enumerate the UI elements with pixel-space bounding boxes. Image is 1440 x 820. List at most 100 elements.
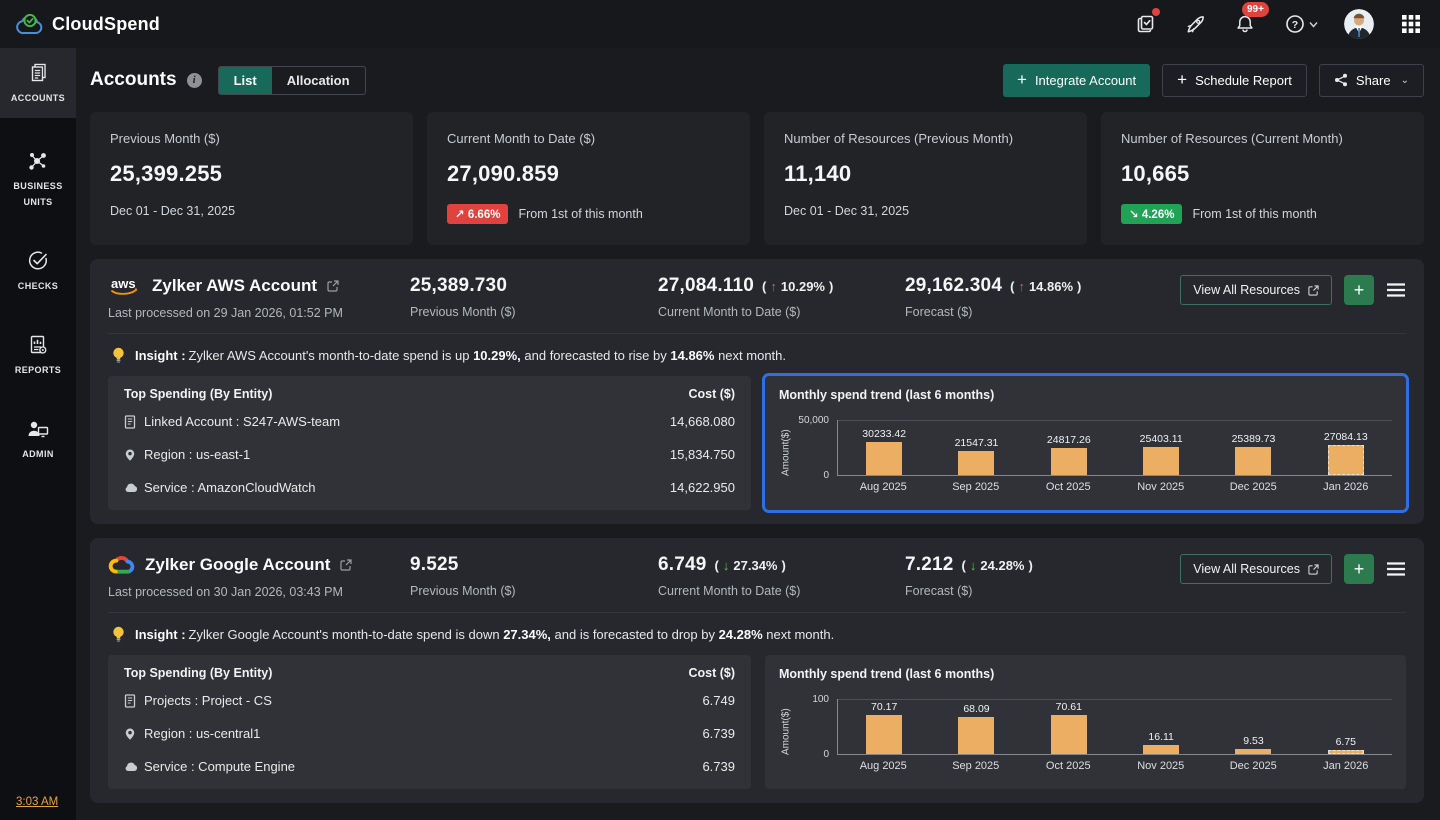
bar-column[interactable]: 24817.26 bbox=[1023, 420, 1115, 475]
panel-menu-icon[interactable] bbox=[1386, 561, 1406, 577]
y-tick-min: 0 bbox=[823, 470, 829, 481]
bar-column[interactable]: 25403.11 bbox=[1115, 420, 1207, 475]
bar-column[interactable]: 70.61 bbox=[1023, 699, 1115, 754]
sidebar-item-accounts[interactable]: ACCOUNTS bbox=[0, 48, 76, 119]
account-name-link[interactable]: Zylker Google Account bbox=[145, 555, 331, 574]
cost-column-header: Cost ($) bbox=[688, 387, 735, 401]
tab-list[interactable]: List bbox=[218, 66, 272, 94]
metric-value: 9.525 bbox=[410, 554, 459, 575]
panel-menu-icon[interactable] bbox=[1386, 282, 1406, 298]
schedule-report-button[interactable]: + Schedule Report bbox=[1162, 63, 1307, 97]
add-budget-button[interactable]: + bbox=[1344, 275, 1374, 305]
bar[interactable] bbox=[958, 451, 995, 475]
metric-previous-month: 9.525 Previous Month ($) bbox=[410, 554, 658, 598]
x-axis-label: Sep 2025 bbox=[952, 760, 1000, 772]
view-all-label: View All Resources bbox=[1193, 283, 1300, 297]
view-all-resources-button[interactable]: View All Resources bbox=[1180, 554, 1332, 584]
metric-delta: (↓ 27.34%) bbox=[715, 558, 786, 573]
metric-value: 27,084.110 bbox=[658, 275, 755, 296]
brand[interactable]: CloudSpend bbox=[16, 12, 160, 36]
delta-percent: 24.28% bbox=[980, 558, 1025, 573]
bar[interactable] bbox=[1327, 750, 1364, 754]
tab-allocation[interactable]: Allocation bbox=[286, 72, 350, 88]
external-link-icon[interactable] bbox=[340, 559, 353, 571]
metric-value: 7.212 bbox=[905, 554, 954, 575]
info-icon[interactable]: i bbox=[186, 72, 202, 88]
sidebar-item-reports[interactable]: REPORTS bbox=[0, 320, 76, 390]
y-tick-max: 50,000 bbox=[798, 415, 829, 426]
x-axis-label: Jan 2026 bbox=[1323, 481, 1369, 493]
insight-row: Insight : Zylker AWS Account's month-to-d… bbox=[108, 347, 1406, 364]
insight-segment: Zylker AWS Account's month-to-date spend… bbox=[188, 348, 474, 363]
chart-plot: 30233.42 21547.31 24817.26 25403.11 25389.73… bbox=[837, 420, 1392, 476]
entity-label[interactable]: Service : AmazonCloudWatch bbox=[144, 480, 316, 495]
share-button[interactable]: Share ⌄ bbox=[1318, 63, 1424, 97]
bar[interactable] bbox=[1235, 748, 1272, 754]
account-name-link[interactable]: Zylker AWS Account bbox=[152, 276, 317, 295]
add-budget-button[interactable]: + bbox=[1344, 554, 1374, 584]
card-value: 11,140 bbox=[784, 161, 852, 186]
entity-label[interactable]: Service : Compute Engine bbox=[144, 759, 296, 774]
entity-label[interactable]: Region : us-central1 bbox=[144, 726, 261, 741]
monthly-spend-chart[interactable]: Monthly spend trend (last 6 months) Amou… bbox=[765, 655, 1406, 789]
bar[interactable] bbox=[1143, 745, 1180, 754]
bar[interactable] bbox=[866, 441, 903, 475]
bar-column[interactable]: 70.17 bbox=[838, 699, 930, 754]
integrate-account-label: Integrate Account bbox=[1034, 72, 1137, 88]
integrate-account-button[interactable]: + Integrate Account bbox=[1003, 63, 1151, 97]
paren-open: ( bbox=[1010, 279, 1015, 294]
insight-label: Insight : bbox=[135, 627, 186, 642]
paren-open: ( bbox=[714, 558, 719, 573]
notifications-bell-icon[interactable]: 99+ bbox=[1232, 2, 1269, 37]
x-axis-label: Dec 2025 bbox=[1229, 481, 1277, 493]
plus-icon: + bbox=[1017, 70, 1027, 89]
schedule-report-label: Schedule Report bbox=[1195, 72, 1292, 88]
top-spending-table: Top Spending (By Entity) Cost ($) Linked… bbox=[108, 376, 751, 510]
card-note: From 1st of this month bbox=[518, 207, 643, 221]
entity-cost: 15,834.750 bbox=[669, 447, 735, 462]
bar-column[interactable]: 21547.31 bbox=[930, 420, 1022, 475]
view-all-resources-button[interactable]: View All Resources bbox=[1180, 275, 1332, 305]
last-processed: Last processed on 30 Jan 2026, 03:43 PM bbox=[108, 585, 343, 599]
y-tick-max: 100 bbox=[812, 694, 829, 705]
sidebar-item-business-units[interactable]: BUSINESS UNITS bbox=[0, 136, 76, 222]
bar[interactable] bbox=[1050, 447, 1087, 475]
entity-label[interactable]: Linked Account : S247-AWS-team bbox=[144, 414, 341, 429]
metric-label: Forecast ($) bbox=[905, 305, 973, 319]
insight-bold-value: 24.28% bbox=[718, 627, 763, 642]
bar[interactable] bbox=[1143, 447, 1180, 475]
lightbulb-icon bbox=[113, 347, 124, 363]
entity-label[interactable]: Region : us-east-1 bbox=[144, 447, 251, 462]
rocket-icon[interactable] bbox=[1182, 11, 1208, 37]
app-grid-icon[interactable] bbox=[1398, 11, 1424, 37]
x-axis-label: Nov 2025 bbox=[1137, 760, 1185, 772]
bar[interactable] bbox=[866, 715, 903, 754]
bar-column[interactable]: 25389.73 bbox=[1207, 420, 1299, 475]
sidebar-item-checks[interactable]: CHECKS bbox=[0, 236, 76, 306]
bar-column[interactable]: 27084.13 bbox=[1300, 420, 1392, 475]
share-label: Share bbox=[1355, 72, 1391, 88]
bar-column[interactable]: 30233.42 bbox=[838, 420, 930, 475]
arrow-down-icon: ↓ bbox=[969, 558, 977, 573]
entity-label[interactable]: Projects : Project - CS bbox=[144, 693, 272, 708]
external-link-icon[interactable] bbox=[327, 280, 339, 292]
bar-column[interactable]: 68.09 bbox=[930, 699, 1022, 754]
bar[interactable] bbox=[1050, 715, 1087, 754]
chevron-down-icon bbox=[1308, 21, 1318, 28]
tasks-icon[interactable] bbox=[1132, 8, 1160, 37]
user-avatar[interactable] bbox=[1344, 9, 1374, 39]
help-menu[interactable]: ? bbox=[1282, 11, 1320, 37]
card-note: From 1st of this month bbox=[1192, 207, 1317, 221]
monthly-spend-chart[interactable]: Monthly spend trend (last 6 months) Amou… bbox=[765, 376, 1406, 510]
bar-column[interactable]: 6.75 bbox=[1300, 699, 1392, 754]
bar-column[interactable]: 16.11 bbox=[1115, 699, 1207, 754]
bar-column[interactable]: 9.53 bbox=[1207, 699, 1299, 754]
bar[interactable] bbox=[1235, 447, 1272, 475]
clock-time-link[interactable]: 3:03 AM bbox=[16, 796, 59, 808]
bar[interactable] bbox=[1327, 445, 1364, 475]
sidebar-item-admin[interactable]: ADMIN bbox=[0, 404, 76, 474]
metric-previous-month: 25,389.730 Previous Month ($) bbox=[410, 275, 658, 319]
bar[interactable] bbox=[958, 716, 995, 754]
reports-icon bbox=[30, 335, 47, 354]
insight-segment: next month. bbox=[714, 348, 787, 363]
